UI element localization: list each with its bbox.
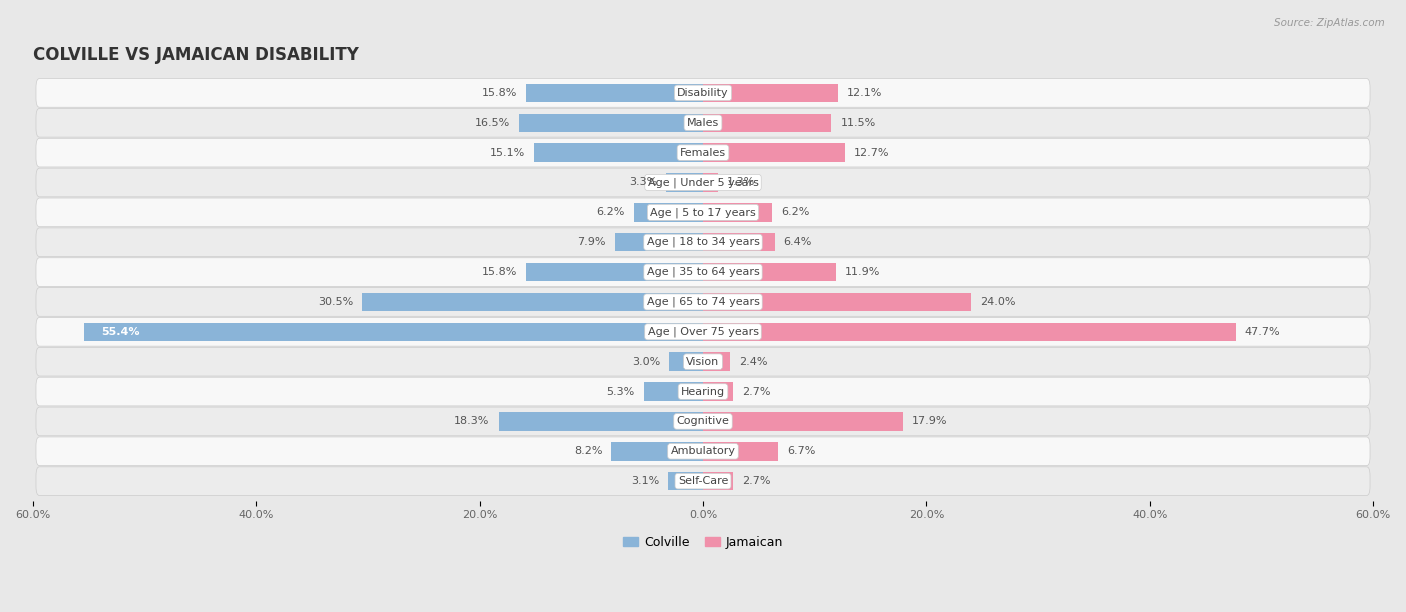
- FancyBboxPatch shape: [37, 377, 1369, 406]
- Bar: [703, 113, 831, 132]
- Bar: [703, 233, 775, 252]
- FancyBboxPatch shape: [37, 437, 1369, 466]
- Text: 12.7%: 12.7%: [853, 147, 890, 158]
- Text: 2.7%: 2.7%: [742, 476, 770, 486]
- FancyBboxPatch shape: [37, 407, 1369, 436]
- Text: 15.8%: 15.8%: [482, 88, 517, 98]
- Text: 6.4%: 6.4%: [783, 237, 811, 247]
- Bar: [669, 353, 703, 371]
- Text: 8.2%: 8.2%: [574, 446, 602, 457]
- FancyBboxPatch shape: [37, 138, 1369, 167]
- FancyBboxPatch shape: [37, 108, 1369, 137]
- Bar: [499, 412, 703, 431]
- Text: Age | Under 5 years: Age | Under 5 years: [648, 177, 758, 188]
- Text: 2.4%: 2.4%: [738, 357, 768, 367]
- Text: 1.3%: 1.3%: [727, 177, 755, 187]
- Text: 17.9%: 17.9%: [912, 416, 948, 427]
- Text: Ambulatory: Ambulatory: [671, 446, 735, 457]
- Text: Self-Care: Self-Care: [678, 476, 728, 486]
- Text: Age | 35 to 64 years: Age | 35 to 64 years: [647, 267, 759, 277]
- Bar: [526, 84, 703, 102]
- Bar: [703, 84, 838, 102]
- Text: 5.3%: 5.3%: [606, 387, 636, 397]
- Bar: [666, 173, 703, 192]
- Bar: [703, 353, 730, 371]
- FancyBboxPatch shape: [37, 258, 1369, 286]
- Text: 15.1%: 15.1%: [491, 147, 526, 158]
- Bar: [703, 263, 837, 282]
- Text: Disability: Disability: [678, 88, 728, 98]
- Bar: [614, 233, 703, 252]
- Text: Age | Over 75 years: Age | Over 75 years: [648, 327, 758, 337]
- Text: 2.7%: 2.7%: [742, 387, 770, 397]
- Text: 55.4%: 55.4%: [101, 327, 139, 337]
- Bar: [703, 143, 845, 162]
- Text: 47.7%: 47.7%: [1244, 327, 1281, 337]
- Bar: [634, 203, 703, 222]
- Text: 3.3%: 3.3%: [628, 177, 657, 187]
- Bar: [703, 382, 733, 401]
- Bar: [526, 263, 703, 282]
- Text: 7.9%: 7.9%: [578, 237, 606, 247]
- Bar: [703, 173, 717, 192]
- Bar: [668, 472, 703, 490]
- Text: 6.2%: 6.2%: [782, 207, 810, 217]
- Text: 12.1%: 12.1%: [848, 88, 883, 98]
- Bar: [703, 203, 772, 222]
- Text: 6.7%: 6.7%: [787, 446, 815, 457]
- Text: 3.0%: 3.0%: [633, 357, 661, 367]
- Text: Males: Males: [688, 118, 718, 128]
- Text: 16.5%: 16.5%: [474, 118, 510, 128]
- Text: Cognitive: Cognitive: [676, 416, 730, 427]
- Text: 6.2%: 6.2%: [596, 207, 624, 217]
- Bar: [703, 442, 778, 461]
- Bar: [612, 442, 703, 461]
- Text: 3.1%: 3.1%: [631, 476, 659, 486]
- Bar: [534, 143, 703, 162]
- Text: 11.9%: 11.9%: [845, 267, 880, 277]
- Text: Age | 5 to 17 years: Age | 5 to 17 years: [650, 207, 756, 218]
- Bar: [519, 113, 703, 132]
- Bar: [84, 323, 703, 341]
- FancyBboxPatch shape: [37, 168, 1369, 197]
- Text: Age | 65 to 74 years: Age | 65 to 74 years: [647, 297, 759, 307]
- Legend: Colville, Jamaican: Colville, Jamaican: [617, 531, 789, 554]
- Bar: [703, 412, 903, 431]
- FancyBboxPatch shape: [37, 348, 1369, 376]
- Bar: [644, 382, 703, 401]
- Text: 18.3%: 18.3%: [454, 416, 489, 427]
- FancyBboxPatch shape: [37, 78, 1369, 107]
- Text: Vision: Vision: [686, 357, 720, 367]
- Text: 24.0%: 24.0%: [980, 297, 1015, 307]
- FancyBboxPatch shape: [37, 198, 1369, 226]
- FancyBboxPatch shape: [37, 228, 1369, 256]
- Text: Source: ZipAtlas.com: Source: ZipAtlas.com: [1274, 18, 1385, 28]
- Text: 15.8%: 15.8%: [482, 267, 517, 277]
- FancyBboxPatch shape: [37, 467, 1369, 496]
- Text: 30.5%: 30.5%: [318, 297, 353, 307]
- Text: COLVILLE VS JAMAICAN DISABILITY: COLVILLE VS JAMAICAN DISABILITY: [32, 46, 359, 64]
- Bar: [703, 293, 972, 312]
- FancyBboxPatch shape: [37, 288, 1369, 316]
- Text: Hearing: Hearing: [681, 387, 725, 397]
- Bar: [363, 293, 703, 312]
- FancyBboxPatch shape: [37, 318, 1369, 346]
- Bar: [703, 472, 733, 490]
- Text: 11.5%: 11.5%: [841, 118, 876, 128]
- Bar: [703, 323, 1236, 341]
- Text: Age | 18 to 34 years: Age | 18 to 34 years: [647, 237, 759, 247]
- Text: Females: Females: [681, 147, 725, 158]
